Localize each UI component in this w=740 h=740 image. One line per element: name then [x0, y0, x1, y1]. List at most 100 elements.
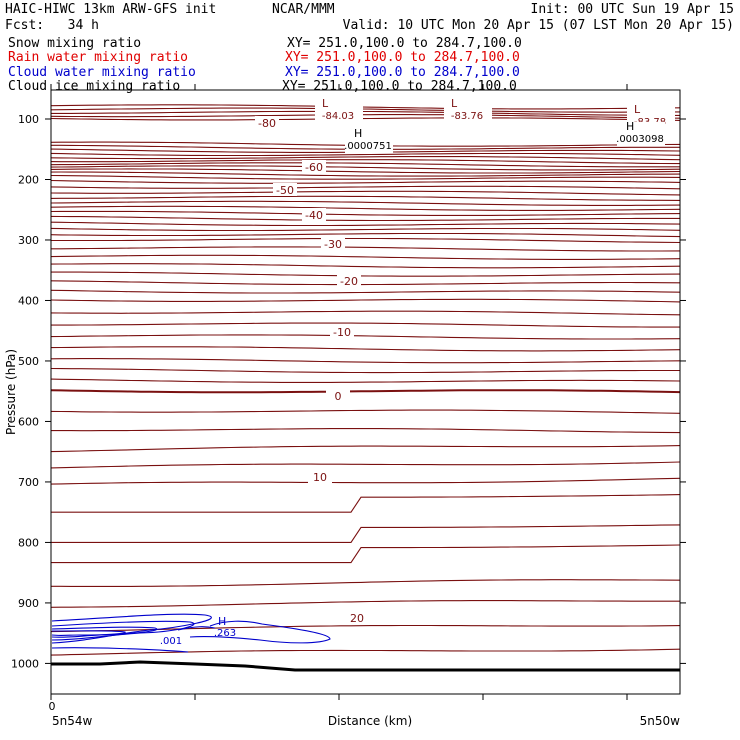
label-mask: [308, 470, 332, 483]
isotherm-line: [50, 205, 681, 211]
x-tick-label-zero: 0: [49, 700, 56, 713]
extremum-letter: H: [354, 127, 362, 140]
forecast-hour: Fcst: 34 h: [5, 18, 99, 33]
model-title: HAIC-HIWC 13km ARW-GFS init: [5, 2, 217, 17]
label-mask: [302, 160, 326, 173]
isotherm-label: -60: [305, 161, 323, 174]
extremum-letter: L: [451, 97, 458, 110]
isotherm-line: [50, 162, 680, 168]
y-tick-label: 800: [18, 536, 39, 549]
isotherm-line: [50, 280, 681, 286]
isotherm-line: [50, 221, 681, 227]
y-tick-label: 300: [18, 234, 39, 247]
isotherm-line: [51, 246, 681, 252]
isotherm-line: [50, 227, 681, 232]
isotherm-line: [50, 159, 681, 165]
cloud-water-contour: [51, 620, 195, 641]
isotherm-line: [50, 171, 681, 177]
extremum-mask: [315, 99, 363, 123]
isotherm-lines: [50, 104, 681, 656]
y-axis-title: Pressure (hPa): [4, 349, 18, 435]
isotherm-label: 0: [335, 390, 342, 403]
y-tick-label: 900: [18, 597, 39, 610]
extremum-value: .0003098: [616, 134, 664, 145]
y-tick-label: 400: [18, 294, 39, 307]
org-label: NCAR/MMM: [272, 2, 335, 17]
isotherm-line: [51, 322, 680, 328]
isotherm-line: [50, 358, 681, 364]
isotherm-line: [50, 195, 681, 201]
valid-time: Valid: 10 UTC Mon 20 Apr 15 (07 LST Mon …: [342, 18, 734, 33]
label-mask: [302, 208, 326, 221]
isotherm-line: [50, 215, 680, 222]
y-tick-label: 100: [18, 113, 39, 126]
isotherm-line: [51, 524, 681, 543]
isotherm-line: [51, 271, 681, 277]
x-axis-title: Distance (km): [328, 714, 412, 728]
isotherm-line: [50, 600, 680, 608]
isotherm-line: [50, 346, 681, 352]
x-axis-ticks: [50, 84, 628, 700]
cloud-water-contour: [51, 630, 126, 636]
x-right-location: 5n50w: [640, 714, 681, 728]
extremum-mask: [617, 122, 665, 146]
field-snow-xy: XY= 251.0,100.0 to 284.7,100.0: [287, 36, 522, 51]
init-time: Init: 00 UTC Sun 19 Apr 15: [530, 2, 735, 17]
extremum-value: .0000751: [344, 141, 392, 152]
extremum-mask: [345, 129, 393, 153]
isotherm-line: [50, 254, 681, 260]
isotherm-line: [50, 310, 681, 316]
isotherm-line: [50, 152, 681, 157]
isotherm-line: [50, 168, 681, 174]
isotherm-line: [50, 389, 681, 394]
isotherm-line: [51, 544, 681, 564]
x-left-location: 5n54w: [52, 714, 93, 728]
label-mask: [330, 325, 354, 338]
isotherm-line: [50, 174, 681, 180]
isotherm-line: [51, 579, 681, 587]
y-tick-label: 700: [18, 476, 39, 489]
isotherm-line: [50, 179, 681, 184]
isotherm-line: [50, 461, 681, 469]
isotherm-line: [50, 156, 681, 161]
isotherm-label: -30: [324, 238, 342, 251]
label-mask: [321, 237, 345, 250]
cloud-water-contour: [177, 626, 216, 631]
y-tick-label: 200: [18, 173, 39, 186]
isotherm-label: 20: [350, 612, 364, 625]
isotherm-line: [51, 428, 681, 434]
label-mask: [273, 183, 297, 196]
plot-frame: [50, 89, 681, 695]
label-mask: [255, 116, 279, 129]
extremum-value: -83.76: [451, 111, 483, 122]
y-tick-label: 1000: [11, 657, 39, 670]
isotherm-label: -40: [305, 209, 323, 222]
isotherm-label: -10: [333, 326, 351, 339]
isotherm-line: [50, 648, 681, 656]
extremum-mask: [444, 99, 492, 123]
isotherm-line: [50, 165, 681, 171]
cloud-water-contour: [51, 626, 158, 638]
isotherm-line: [50, 378, 681, 383]
field-cloudwater-xy: XY= 251.0,100.0 to 284.7,100.0: [285, 65, 520, 80]
isotherm-line: [50, 409, 681, 414]
isotherm-labels: -80 -60 -50 -40 -30 -20 -10 0 10 20: [255, 116, 369, 625]
isotherm-line: [50, 445, 681, 453]
label-mask: [345, 611, 369, 624]
isotherm-line: [50, 190, 681, 196]
cloud-water-contour-label: .001: [160, 636, 182, 647]
field-rain-name: Rain water mixing ratio: [8, 50, 189, 65]
isotherm-line: [50, 117, 681, 121]
isotherm-line: [50, 200, 681, 206]
isotherm-label: -80: [258, 117, 276, 130]
contour-label-mask: [157, 634, 185, 646]
terrain-line: [51, 660, 680, 672]
cloud-water-contour: [51, 647, 189, 653]
label-mask: [326, 389, 350, 402]
isotherm-line: [50, 298, 681, 303]
field-rain-xy: XY= 251.0,100.0 to 284.7,100.0: [285, 50, 520, 65]
extremum-value: -84.03: [322, 111, 354, 122]
y-tick-label: 500: [18, 355, 39, 368]
isotherm-label: -50: [276, 184, 294, 197]
